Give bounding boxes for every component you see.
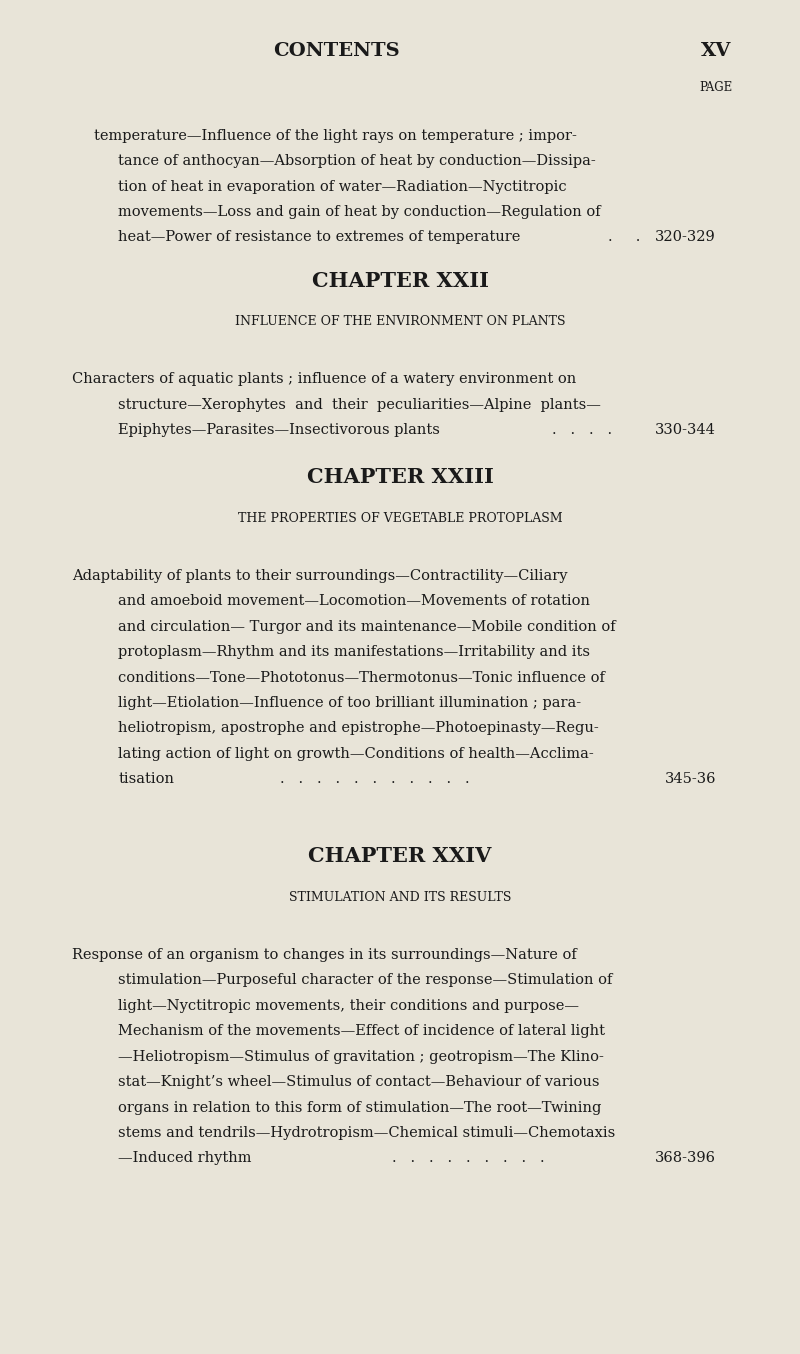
Text: tance of anthocyan—Absorption of heat by conduction—Dissipa-: tance of anthocyan—Absorption of heat by… <box>118 154 596 168</box>
Text: conditions—Tone—Phototonus—Thermotonus—Tonic influence of: conditions—Tone—Phototonus—Thermotonus—T… <box>118 670 606 685</box>
Text: structure—Xerophytes  and  their  peculiarities—Alpine  plants—: structure—Xerophytes and their peculiari… <box>118 398 602 412</box>
Text: light—Nyctitropic movements, their conditions and purpose—: light—Nyctitropic movements, their condi… <box>118 999 579 1013</box>
Text: tisation: tisation <box>118 772 174 787</box>
Text: heat—Power of resistance to extremes of temperature: heat—Power of resistance to extremes of … <box>118 230 521 245</box>
Text: temperature—Influence of the light rays on temperature ; impor-: temperature—Influence of the light rays … <box>94 129 578 142</box>
Text: .   .   .   .   .   .   .   .   .: . . . . . . . . . <box>392 1151 545 1166</box>
Text: stimulation—Purposeful character of the response—Stimulation of: stimulation—Purposeful character of the … <box>118 974 613 987</box>
Text: 320-329: 320-329 <box>655 230 716 245</box>
Text: CHAPTER XXII: CHAPTER XXII <box>311 271 489 291</box>
Text: and circulation— Turgor and its maintenance—Mobile condition of: and circulation— Turgor and its maintena… <box>118 620 616 634</box>
Text: .   .   .   .   .   .   .   .   .   .   .: . . . . . . . . . . . <box>280 772 470 787</box>
Text: CONTENTS: CONTENTS <box>273 42 399 60</box>
Text: 368-396: 368-396 <box>655 1151 716 1166</box>
Text: —Induced rhythm: —Induced rhythm <box>118 1151 252 1166</box>
Text: .   .   .   .: . . . . <box>552 424 612 437</box>
Text: stat—Knight’s wheel—Stimulus of contact—Behaviour of various: stat—Knight’s wheel—Stimulus of contact—… <box>118 1075 600 1089</box>
Text: stems and tendrils—Hydrotropism—Chemical stimuli—Chemotaxis: stems and tendrils—Hydrotropism—Chemical… <box>118 1127 616 1140</box>
Text: Response of an organism to changes in its surroundings—Nature of: Response of an organism to changes in it… <box>72 948 577 961</box>
Text: movements—Loss and gain of heat by conduction—Regulation of: movements—Loss and gain of heat by condu… <box>118 204 601 219</box>
Text: —Heliotropism—Stimulus of gravitation ; geotropism—The Klino-: —Heliotropism—Stimulus of gravitation ; … <box>118 1049 604 1064</box>
Text: Adaptability of plants to their surroundings—Contractility—Ciliary: Adaptability of plants to their surround… <box>72 569 567 582</box>
Text: XV: XV <box>701 42 731 60</box>
Text: STIMULATION AND ITS RESULTS: STIMULATION AND ITS RESULTS <box>289 891 511 904</box>
Text: organs in relation to this form of stimulation—The root—Twining: organs in relation to this form of stimu… <box>118 1101 602 1114</box>
Text: THE PROPERTIES OF VEGETABLE PROTOPLASM: THE PROPERTIES OF VEGETABLE PROTOPLASM <box>238 512 562 525</box>
Text: Mechanism of the movements—Effect of incidence of lateral light: Mechanism of the movements—Effect of inc… <box>118 1024 606 1039</box>
Text: Epiphytes—Parasites—Insectivorous plants: Epiphytes—Parasites—Insectivorous plants <box>118 424 440 437</box>
Text: tion of heat in evaporation of water—Radiation—Nyctitropic: tion of heat in evaporation of water—Rad… <box>118 180 567 194</box>
Text: Characters of aquatic plants ; influence of a watery environment on: Characters of aquatic plants ; influence… <box>72 372 576 386</box>
Text: 330-344: 330-344 <box>655 424 716 437</box>
Text: and amoeboid movement—Locomotion—Movements of rotation: and amoeboid movement—Locomotion—Movemen… <box>118 594 590 608</box>
Text: CHAPTER XXIV: CHAPTER XXIV <box>308 846 492 867</box>
Text: 345-36: 345-36 <box>665 772 716 787</box>
Text: CHAPTER XXIII: CHAPTER XXIII <box>306 467 494 487</box>
Text: .     .: . . <box>608 230 640 245</box>
Text: light—Etiolation—Influence of too brilliant illumination ; para-: light—Etiolation—Influence of too brilli… <box>118 696 582 709</box>
Text: lating action of light on growth—Conditions of health—Acclima-: lating action of light on growth—Conditi… <box>118 747 594 761</box>
Text: heliotropism, apostrophe and epistrophe—Photoepinasty—Regu-: heliotropism, apostrophe and epistrophe—… <box>118 722 599 735</box>
Text: protoplasm—Rhythm and its manifestations—Irritability and its: protoplasm—Rhythm and its manifestations… <box>118 645 590 659</box>
Text: PAGE: PAGE <box>699 81 733 95</box>
Text: INFLUENCE OF THE ENVIRONMENT ON PLANTS: INFLUENCE OF THE ENVIRONMENT ON PLANTS <box>234 315 566 329</box>
